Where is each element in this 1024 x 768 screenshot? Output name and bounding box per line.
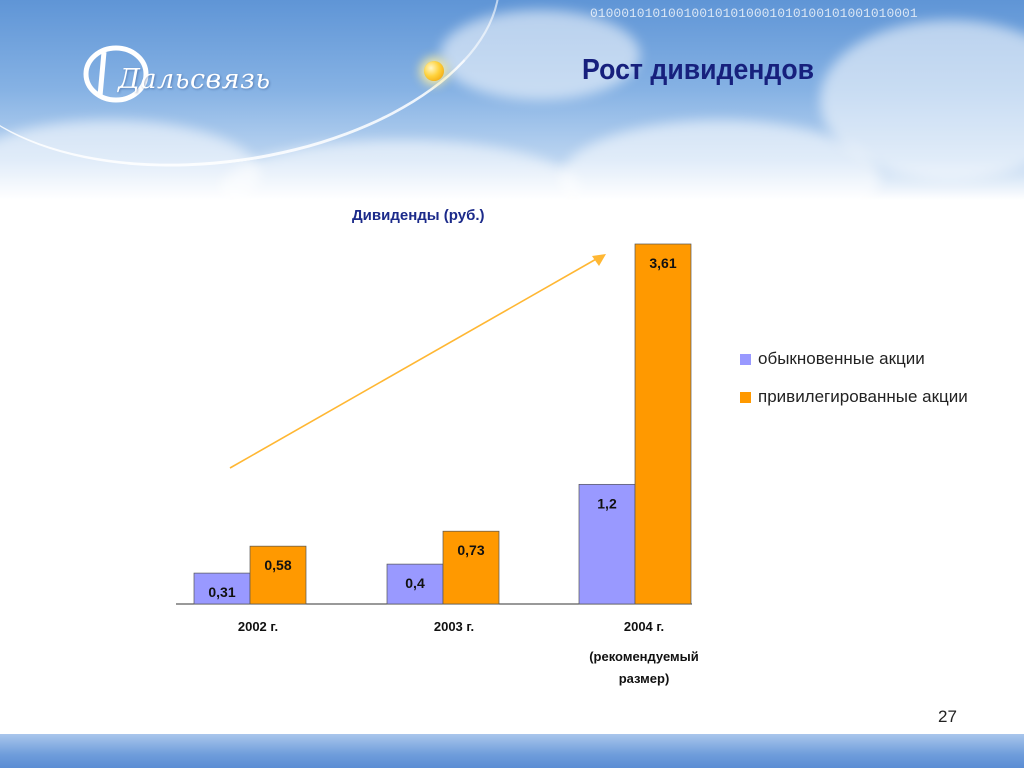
legend-label: привилегированные акции [758, 387, 968, 406]
chart-title: Дивиденды (руб.) [352, 207, 485, 224]
bar-ordinary [193, 572, 251, 605]
logo-mark-icon [83, 45, 149, 103]
binary-strip: 0100010101001001010100010101001010010100… [590, 6, 918, 21]
legend-swatch [740, 392, 751, 403]
slide-title: Рост дивидендов [582, 54, 815, 86]
cloud-decoration [440, 10, 640, 100]
bar-preferred [442, 530, 500, 605]
x-tick-note: размер) [619, 671, 670, 686]
bar-ordinary [386, 563, 444, 605]
footer-band [0, 734, 1024, 768]
x-tick-label: 2002 г. [238, 619, 278, 634]
data-label: 0,4 [405, 575, 425, 591]
data-label: 0,31 [208, 584, 235, 600]
legend-label: обыкновенные акции [758, 349, 925, 368]
x-tick-label: 2003 г. [434, 619, 474, 634]
page-number: 27 [938, 707, 957, 726]
data-label: 1,2 [597, 495, 617, 511]
chart-legend: обыкновенные акции привилегированные акц… [738, 346, 998, 422]
x-tick-label: 2004 г. [624, 619, 664, 634]
legend-item-ordinary: обыкновенные акции [738, 346, 998, 372]
bar-preferred [249, 545, 307, 605]
trend-arrow-line [229, 257, 599, 469]
logo-sun-icon [424, 61, 444, 81]
data-label: 3,61 [649, 255, 676, 271]
legend-swatch [740, 354, 751, 365]
data-label: 0,58 [264, 557, 291, 573]
bar-ordinary [578, 483, 636, 605]
trend-arrow [229, 254, 606, 469]
cloud-decoration [820, 20, 1024, 180]
legend-item-preferred: привилегированные акции [738, 384, 998, 410]
data-label: 0,73 [457, 542, 484, 558]
trend-arrow-head [592, 254, 606, 266]
header-background: 0100010101001001010100010101001010010100… [0, 0, 1024, 200]
bar-preferred [634, 243, 692, 605]
logo-text: Дальсвязь [118, 64, 271, 95]
x-tick-note: (рекомендуемый [589, 649, 699, 664]
